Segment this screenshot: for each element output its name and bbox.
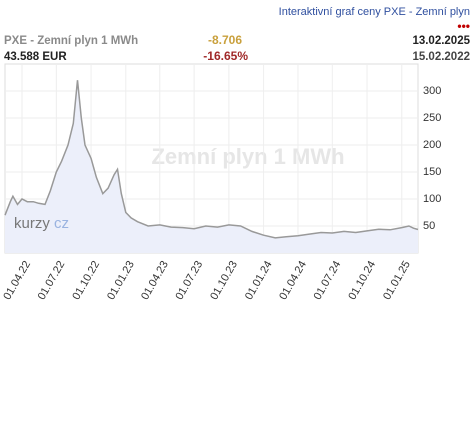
price: 43.588 EUR	[4, 51, 67, 63]
y-tick-label: 250	[423, 112, 441, 124]
x-tick-label: 01.10.22	[70, 259, 102, 302]
logo: cz	[54, 215, 69, 232]
x-tick-label: 01.07.23	[173, 259, 205, 302]
date-from: 15.02.2022	[412, 51, 470, 63]
chart-link[interactable]: Interaktivní graf ceny PXE - Zemní plyn	[279, 6, 470, 18]
x-tick-label: 01.07.24	[312, 259, 344, 302]
x-tick-label: 01.01.24	[243, 259, 275, 302]
logo: kurzy	[14, 215, 50, 232]
x-tick-label: 01.04.22	[1, 259, 33, 302]
x-tick-label: 01.07.22	[36, 259, 68, 302]
y-tick-label: 50	[423, 220, 435, 232]
instrument-name: PXE - Zemní plyn 1 MWh	[4, 35, 138, 47]
x-tick-label: 01.10.23	[208, 259, 240, 302]
change: -8.706	[208, 33, 242, 47]
area-fill	[5, 80, 418, 253]
x-tick-label: 01.10.24	[346, 259, 378, 302]
x-tick-label: 01.01.23	[105, 259, 137, 302]
x-tick-label: 01.04.24	[277, 259, 309, 302]
y-tick-label: 300	[423, 85, 441, 97]
change-pct: -16.65%	[203, 49, 248, 63]
watermark: Zemní plyn 1 MWh	[151, 144, 344, 169]
y-tick-label: 100	[423, 193, 441, 205]
date-to: 13.02.2025	[412, 35, 470, 47]
price-line	[4, 80, 419, 239]
y-tick-label: 150	[423, 166, 441, 178]
menu-dots[interactable]: •••	[457, 19, 470, 33]
x-tick-label: 01.04.23	[139, 259, 171, 302]
y-tick-label: 200	[423, 139, 441, 151]
x-tick-label: 01.01.25	[381, 259, 413, 302]
